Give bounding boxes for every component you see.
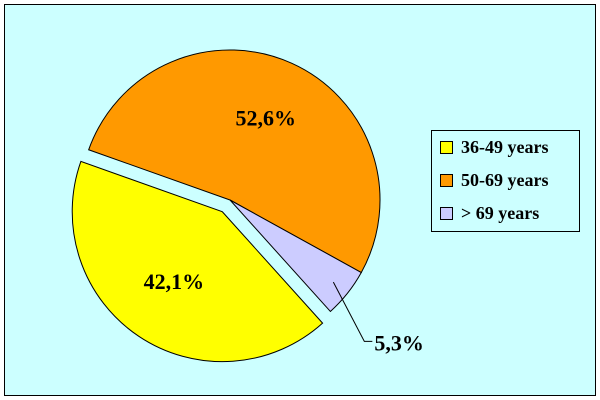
legend: [431, 130, 580, 232]
legend-label: 50-69 years: [461, 170, 548, 190]
pie-slice: [88, 49, 381, 274]
data-label: 52,6%: [235, 106, 296, 131]
pie-slice: [229, 199, 362, 313]
legend-swatch: [440, 174, 453, 187]
data-label: 5,3%: [374, 330, 424, 355]
legend-label: > 69 years: [461, 203, 539, 223]
legend-label: 36-49 years: [461, 137, 548, 157]
pie-slice: [71, 160, 324, 363]
leader-line: [332, 281, 373, 342]
data-label: 42,1%: [144, 269, 205, 294]
legend-swatch: [440, 207, 453, 220]
legend-swatch: [440, 141, 453, 154]
